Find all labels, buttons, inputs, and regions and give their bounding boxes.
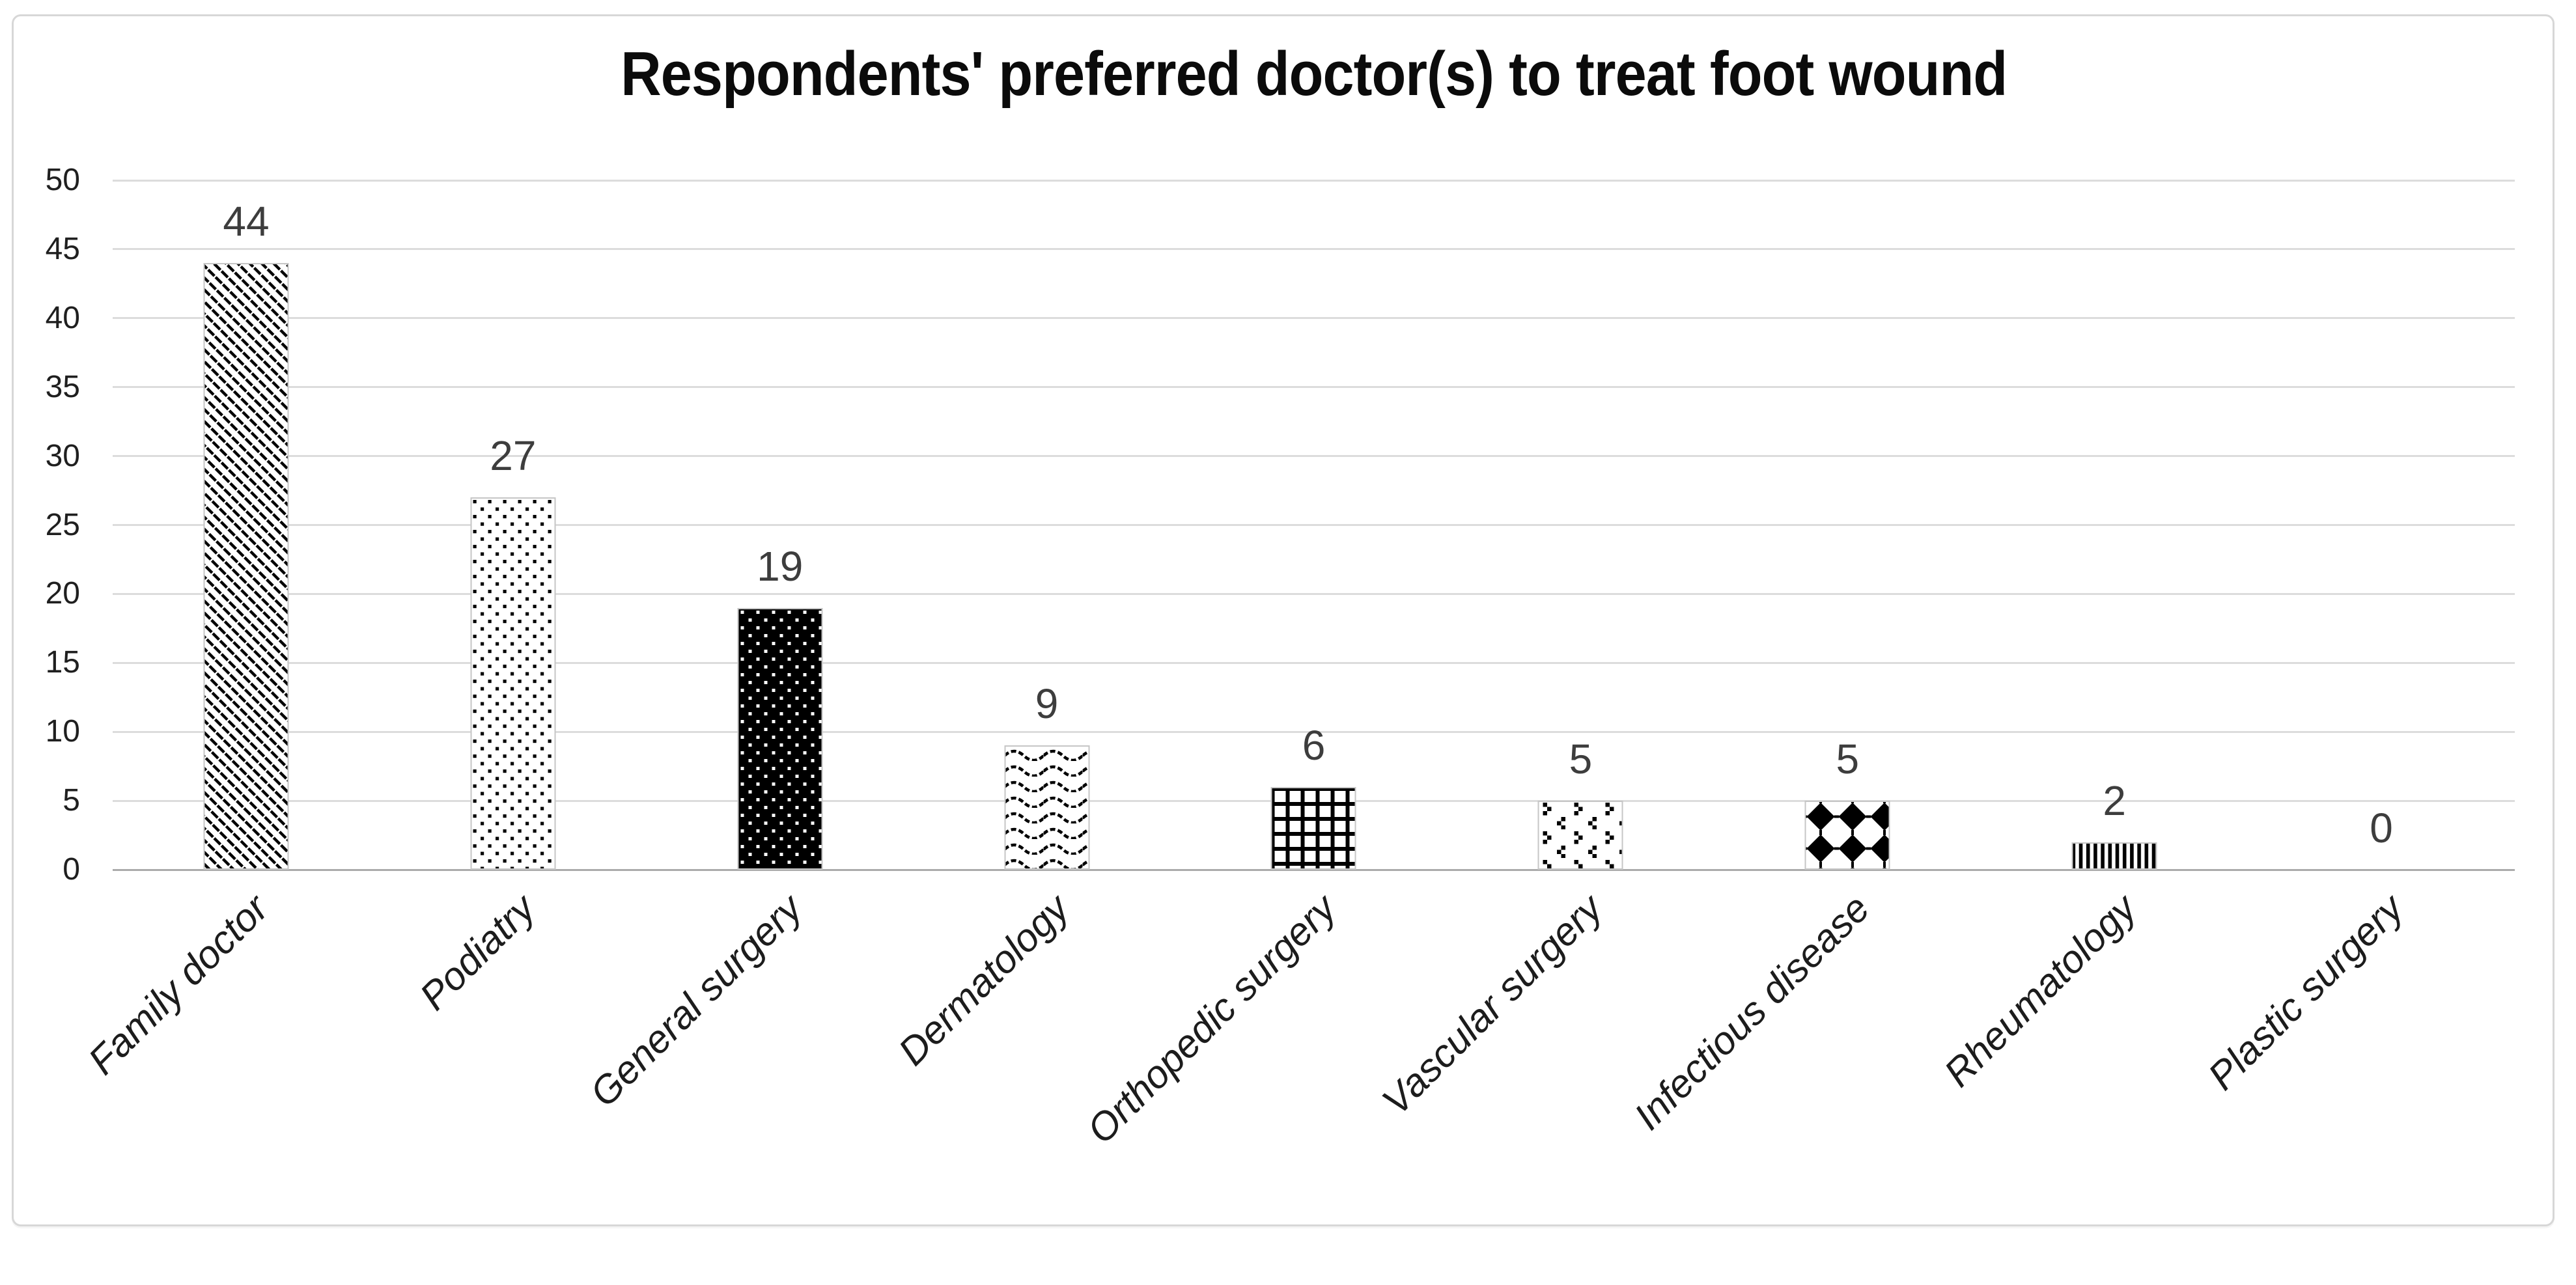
- bar-value-label: 5: [1836, 736, 1860, 782]
- y-axis-tick-label: 0: [63, 852, 80, 887]
- bar-value-label: 19: [757, 543, 804, 590]
- y-axis-tick-label: 5: [63, 783, 80, 818]
- category-slot-orthopedic-surgery: 6: [1181, 180, 1448, 870]
- category-slot-podiatry: 27: [380, 180, 647, 870]
- bar-value-label: 6: [1302, 722, 1326, 769]
- bar-value-label: 2: [2103, 777, 2126, 824]
- bar-dermatology: [1004, 745, 1090, 870]
- category-slot-vascular-surgery: 5: [1447, 180, 1714, 870]
- bar-value-label: 9: [1035, 680, 1059, 727]
- gridline: [113, 592, 2515, 595]
- category-slot-general-surgery: 19: [647, 180, 914, 870]
- bar-infectious-disease: [1804, 801, 1890, 870]
- bar-value-label: 27: [490, 432, 537, 479]
- gridline: [113, 386, 2515, 389]
- gridline: [113, 317, 2515, 320]
- y-axis-tick-label: 45: [45, 231, 80, 266]
- y-axis-tick-label: 35: [45, 369, 80, 404]
- y-axis-tick-label: 30: [45, 438, 80, 473]
- category-slot-plastic-surgery: 0: [2248, 180, 2515, 870]
- category-slot-infectious-disease: 5: [1714, 180, 1981, 870]
- x-axis-line: [113, 868, 2515, 871]
- category-slot-dermatology: 9: [914, 180, 1181, 870]
- bar-value-label: 5: [1569, 736, 1593, 782]
- y-axis-tick-label: 50: [45, 163, 80, 197]
- chart-canvas: Respondents' preferred doctor(s) to trea…: [12, 14, 2555, 1226]
- chart-title: Respondents' preferred doctor(s) to trea…: [113, 35, 2515, 113]
- gridline: [113, 730, 2515, 733]
- gridline: [113, 455, 2515, 458]
- y-axis-tick-label: 10: [45, 714, 80, 749]
- y-axis-tick-label: 40: [45, 300, 80, 335]
- bar-family-doctor: [203, 263, 289, 870]
- plot-area: 0 5 10 15 20 25 30 35 40 45 50 44 Family doctor 27 Pod…: [46, 163, 2515, 1152]
- category-slot-rheumatology: 2: [1981, 180, 2248, 870]
- chart-title-text: Respondents' preferred doctor(s) to trea…: [621, 39, 2008, 109]
- bar-value-label: 44: [223, 198, 270, 245]
- y-axis-tick-label: 15: [45, 645, 80, 680]
- bar-vascular-surgery: [1537, 801, 1623, 870]
- category-slot-family-doctor: 44: [113, 180, 380, 870]
- gridline: [113, 524, 2515, 526]
- bar-general-surgery: [737, 608, 823, 870]
- y-axis-tick-label: 25: [45, 507, 80, 542]
- bar-orthopedic-surgery: [1270, 787, 1356, 870]
- y-axis-tick-label: 20: [45, 576, 80, 611]
- gridline: [113, 661, 2515, 664]
- bar-rheumatology: [2071, 842, 2157, 870]
- gridline: [113, 248, 2515, 251]
- bar-value-label: 0: [2370, 805, 2393, 851]
- chart-frame: [12, 14, 2555, 1226]
- gridline: [113, 179, 2515, 182]
- bar-podiatry: [470, 497, 556, 870]
